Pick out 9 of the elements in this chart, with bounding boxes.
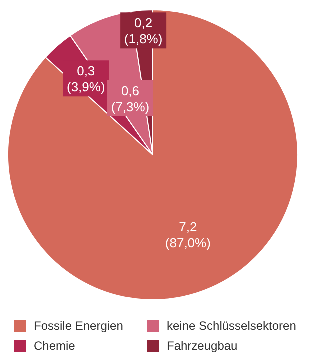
data-label: 0,6 (7,3%) (111, 82, 150, 114)
legend-label: Chemie (34, 339, 76, 353)
data-label: 0,2 (1,8%) (124, 15, 163, 46)
pie-slice (8, 10, 298, 300)
legend-label: keine Schlüsselsektoren (167, 319, 296, 333)
slice-label: Fossile Energien (34, 319, 124, 333)
data-label: 0,3 (3,9%) (66, 63, 106, 94)
data-label: 7,2 (87,0%) (165, 219, 211, 250)
legend-label: Fahrzeugbau (167, 339, 238, 353)
